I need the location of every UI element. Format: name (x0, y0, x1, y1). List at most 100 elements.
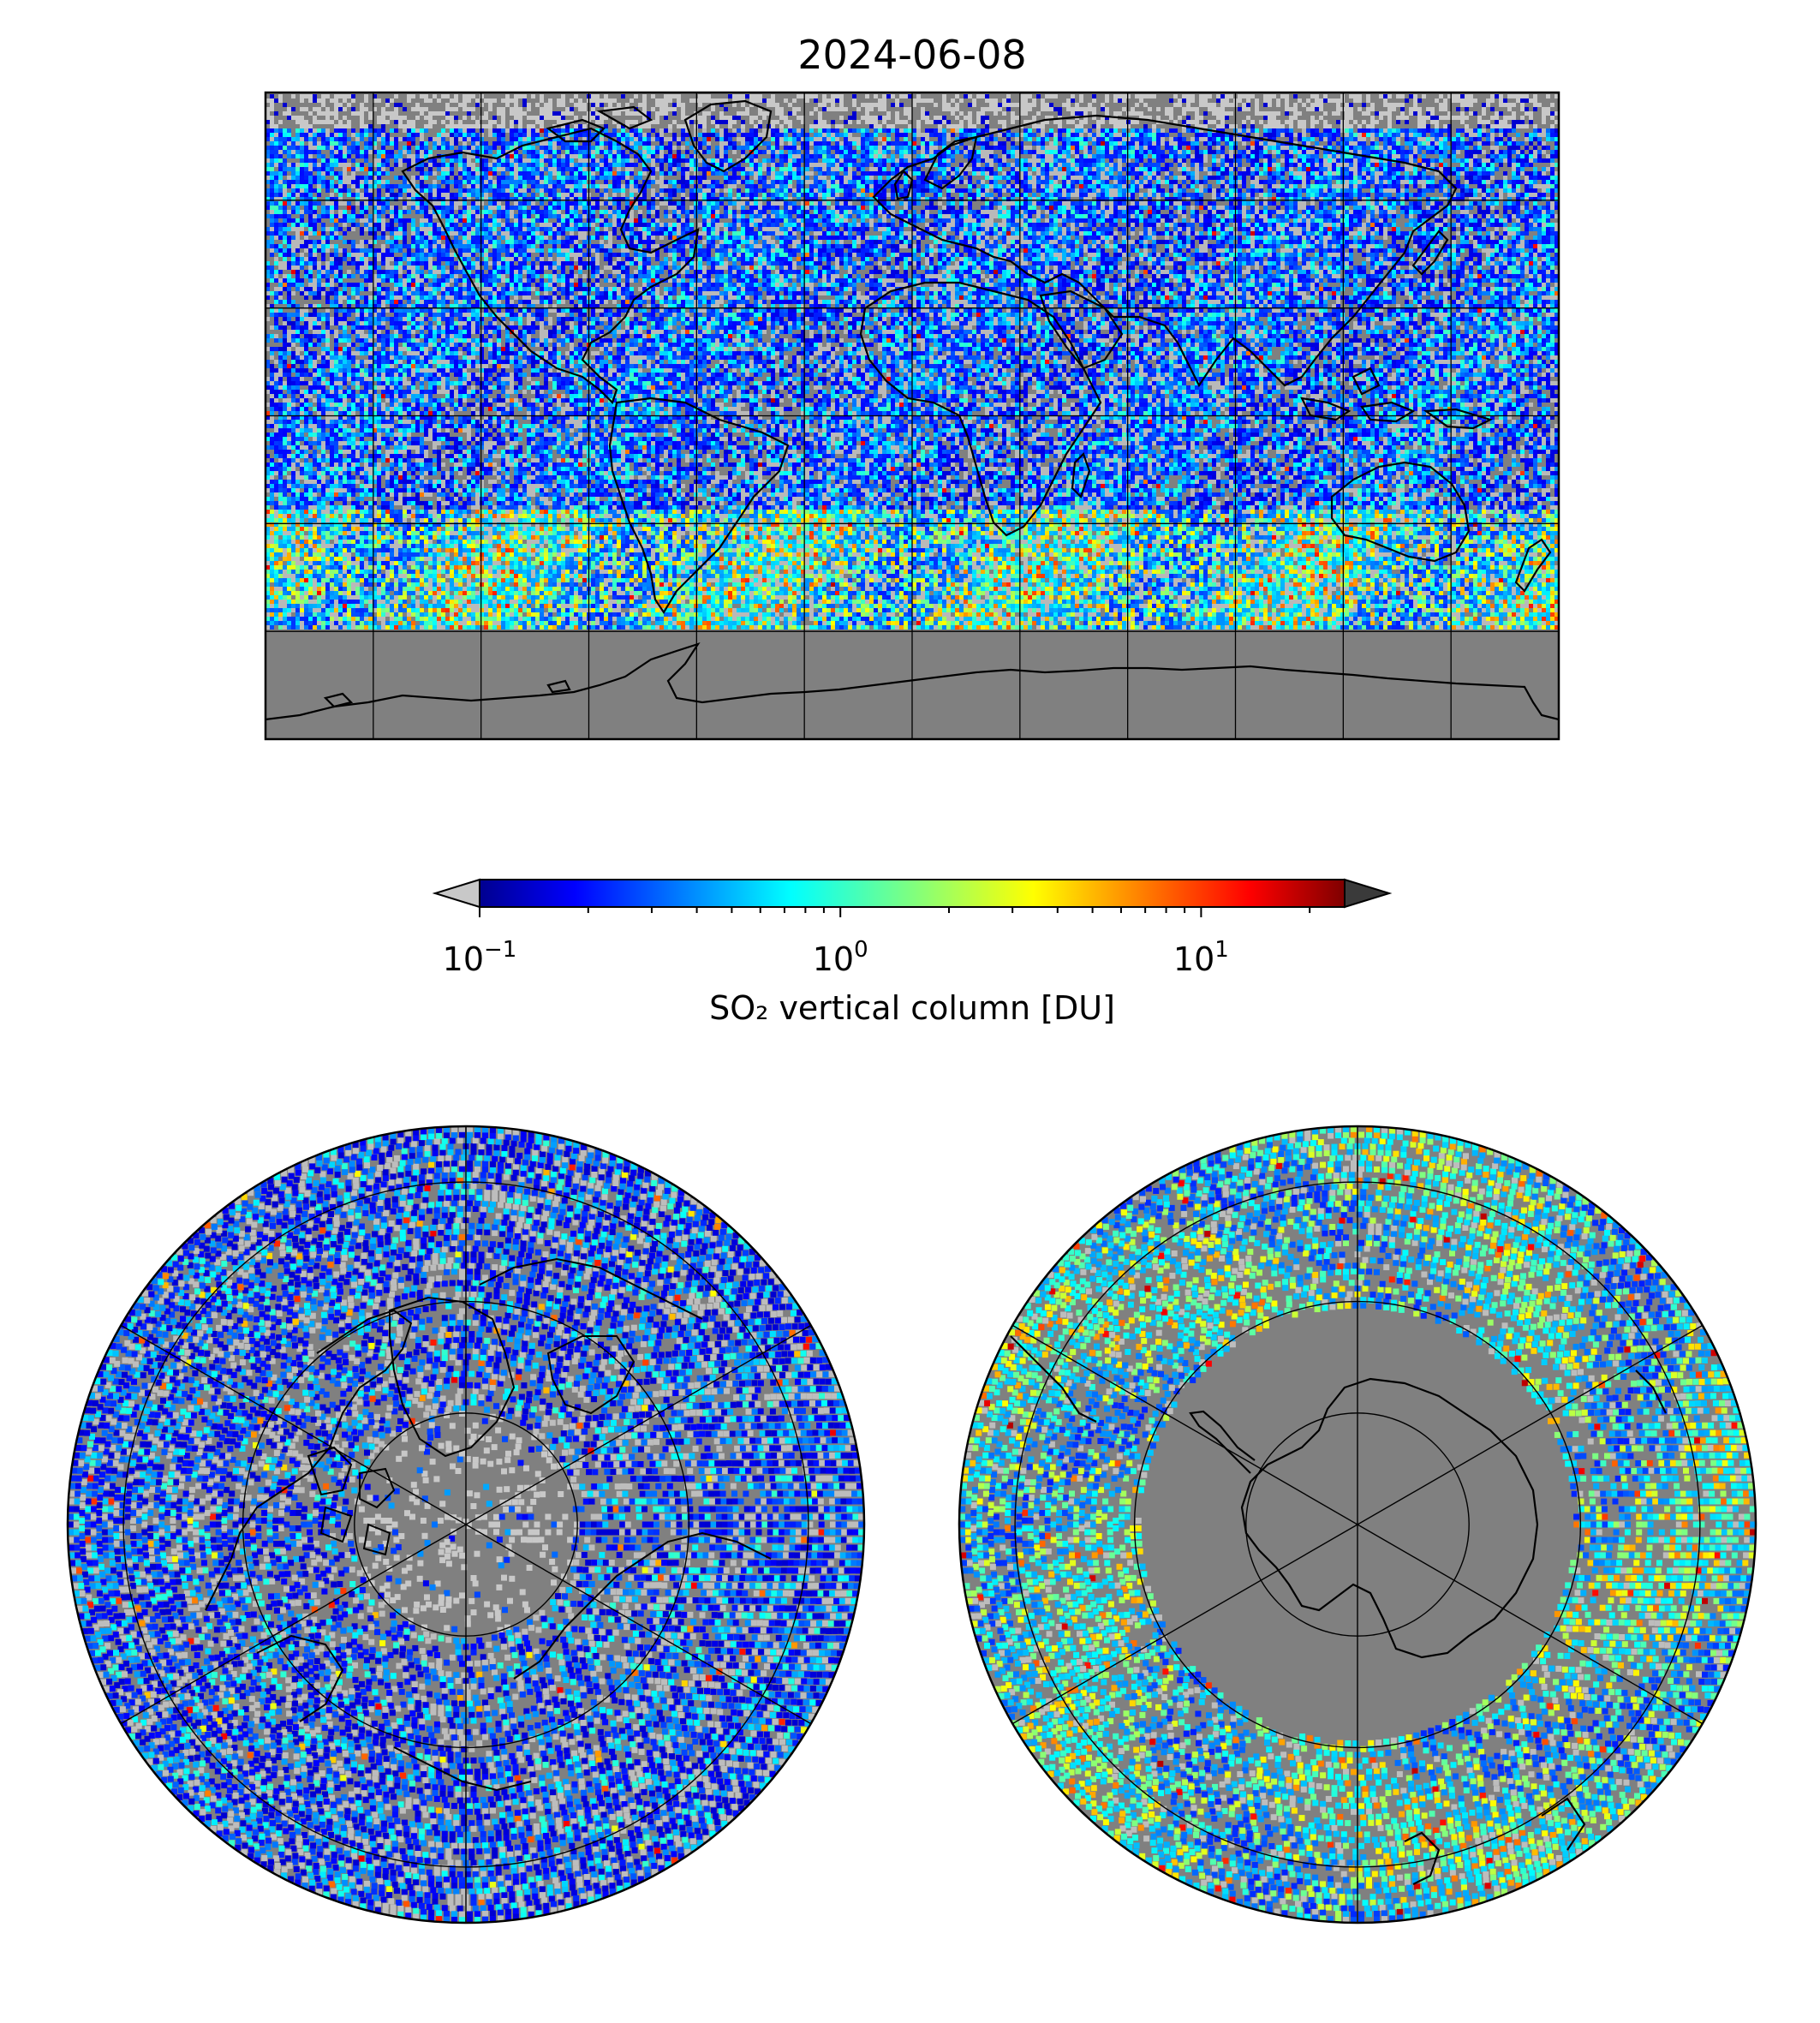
so2-cell (1143, 94, 1148, 98)
so2-cell (591, 98, 595, 103)
so2-cell (732, 103, 737, 107)
so2-cell (325, 116, 330, 120)
so2-cell (1387, 94, 1392, 98)
so2-cell (754, 116, 758, 120)
so2-cell (1225, 94, 1229, 98)
so2-cell (475, 98, 480, 103)
so2-cell (1417, 111, 1422, 116)
so2-cell (826, 107, 831, 111)
so2-cell (1435, 98, 1439, 103)
so2-cell (711, 98, 715, 103)
so2-cell (394, 116, 398, 120)
so2-cell (1396, 103, 1400, 107)
so2-cell (1387, 116, 1392, 120)
so2-cell (1435, 116, 1439, 120)
so2-cell (1268, 94, 1272, 98)
so2-cell (1182, 120, 1186, 124)
so2-cell (1495, 111, 1499, 116)
so2-cell (1032, 116, 1036, 120)
so2-cell (745, 111, 749, 116)
so2-cell (848, 120, 852, 124)
so2-cell (908, 111, 912, 116)
so2-cell (1105, 98, 1109, 103)
so2-cell (557, 98, 561, 103)
so2-cell (480, 103, 484, 107)
so2-cell (1006, 98, 1011, 103)
so2-cell (831, 120, 835, 124)
so2-cell (1263, 116, 1268, 120)
so2-cell (955, 116, 959, 120)
so2-cell (630, 120, 634, 124)
so2-cell (1550, 116, 1554, 120)
so2-cell (1529, 98, 1533, 103)
so2-cell (450, 120, 454, 124)
so2-cell (1366, 107, 1370, 111)
so2-cell (1203, 103, 1208, 107)
so2-cell (1280, 94, 1285, 98)
so2-cell (1289, 116, 1293, 120)
so2-cell (1139, 98, 1143, 103)
so2-cell (535, 116, 540, 120)
so2-cell (295, 120, 300, 124)
so2-cell (814, 107, 818, 111)
so2-cell (1216, 107, 1220, 111)
so2-cell (274, 98, 278, 103)
so2-cell (1512, 120, 1516, 124)
so2-cell (788, 103, 792, 107)
so2-cell (1452, 94, 1456, 98)
so2-cell (681, 103, 685, 107)
so2-cell (1319, 107, 1323, 111)
so2-cell (1229, 111, 1233, 116)
so2-cell (698, 103, 702, 107)
so2-cell (552, 111, 557, 116)
so2-cell (805, 98, 809, 103)
so2-cell (1203, 120, 1208, 124)
so2-cell (505, 94, 510, 98)
so2-cell (1220, 98, 1225, 103)
map-title: 2024-06-08 (797, 32, 1026, 78)
so2-cell (1435, 120, 1439, 124)
so2-cell (732, 120, 737, 124)
so2-cell (433, 94, 437, 98)
so2-cell (702, 98, 707, 103)
so2-cell (1310, 120, 1315, 124)
so2-cell (1032, 98, 1036, 103)
so2-cell (1011, 111, 1015, 116)
so2-cell (672, 103, 677, 107)
so2-cell (360, 111, 364, 116)
so2-cell (1178, 98, 1182, 103)
so2-cell (899, 94, 904, 98)
so2-cell (1246, 94, 1250, 98)
so2-cell (1229, 103, 1233, 107)
so2-cell (1126, 94, 1131, 98)
so2-cell (972, 98, 976, 103)
so2-cell (1092, 98, 1096, 103)
so2-cell (1413, 98, 1417, 103)
so2-cell (1520, 98, 1525, 103)
so2-cell (668, 94, 672, 98)
so2-cell (852, 116, 856, 120)
so2-cell (1469, 94, 1473, 98)
so2-cell (664, 94, 668, 98)
so2-cell (407, 94, 411, 98)
so2-cell (578, 98, 582, 103)
so2-cell (544, 111, 548, 116)
so2-cell (445, 94, 450, 98)
so2-cell (1075, 103, 1079, 107)
so2-cell (313, 107, 317, 111)
so2-cell (1126, 111, 1131, 116)
so2-cell (480, 94, 484, 98)
so2-cell (1036, 111, 1041, 116)
so2-cell (775, 111, 779, 116)
so2-cell (1066, 120, 1071, 124)
so2-cell (711, 120, 715, 124)
so2-cell (655, 98, 659, 103)
so2-cell (925, 120, 929, 124)
so2-cell (1332, 111, 1336, 116)
so2-cell (1049, 94, 1053, 98)
so2-cell (1250, 94, 1255, 98)
so2-cell (1238, 107, 1242, 111)
so2-cell (1430, 116, 1435, 120)
so2-cell (1512, 103, 1516, 107)
so2-cell (1477, 120, 1482, 124)
